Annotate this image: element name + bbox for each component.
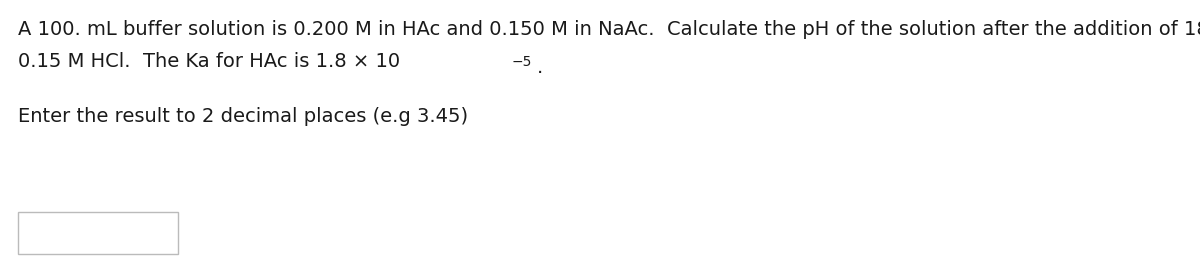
- Text: A 100. mL buffer solution is 0.200 M in HAc and 0.150 M in NaAc.  Calculate the : A 100. mL buffer solution is 0.200 M in …: [18, 20, 1200, 39]
- Text: .: .: [538, 58, 544, 77]
- FancyBboxPatch shape: [18, 212, 178, 254]
- Text: 0.15 M HCl.  The Ka for HAc is 1.8 × 10: 0.15 M HCl. The Ka for HAc is 1.8 × 10: [18, 52, 400, 71]
- Text: −5: −5: [511, 54, 532, 69]
- Text: Enter the result to 2 decimal places (e.g 3.45): Enter the result to 2 decimal places (e.…: [18, 107, 468, 126]
